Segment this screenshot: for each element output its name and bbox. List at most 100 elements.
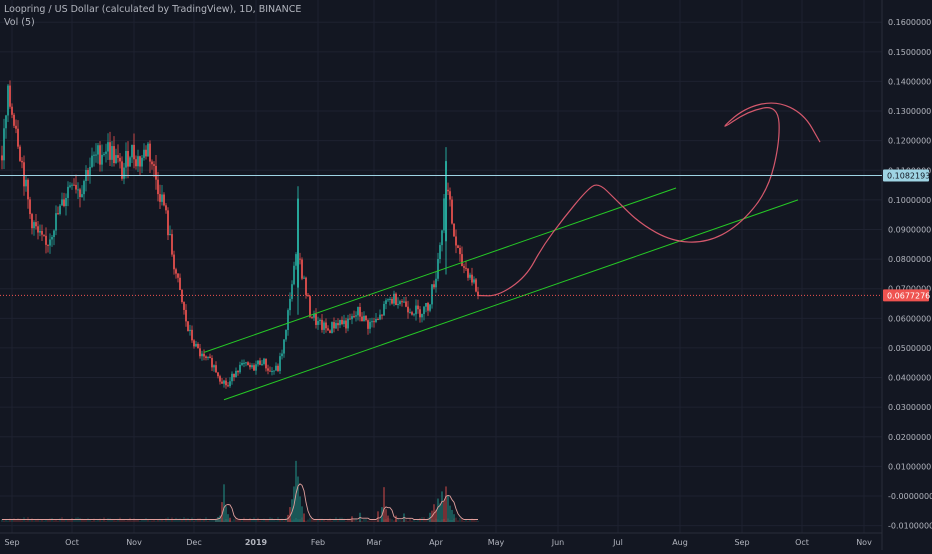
candle-body (147, 143, 149, 157)
y-tick-label: 0.0100000 (888, 462, 931, 471)
volume-bar (81, 518, 83, 522)
candle-body (47, 244, 49, 246)
candle-body (323, 322, 325, 330)
candle-body (161, 194, 163, 202)
candle-body (301, 259, 303, 279)
y-tick-label: 0.0300000 (888, 403, 931, 412)
candle-body (219, 376, 221, 382)
y-tick-label: 0.1300000 (888, 107, 931, 116)
candle-body (449, 191, 451, 200)
volume-bar (65, 519, 67, 522)
candle-body (425, 302, 427, 307)
volume-bar (185, 518, 187, 522)
candle-body (349, 318, 351, 320)
volume-bar (367, 520, 369, 522)
candle-body (457, 245, 459, 248)
candle-body (417, 305, 419, 310)
volume-bar (345, 520, 347, 522)
volume-bar (101, 520, 103, 522)
volume-bar (177, 518, 179, 522)
candle-body (1, 155, 3, 161)
x-tick-label: May (488, 538, 505, 547)
candle-body (325, 322, 327, 329)
candle-body (197, 343, 199, 349)
candle-body (137, 156, 139, 167)
candle-body (465, 267, 467, 269)
candle-body (293, 265, 295, 285)
volume-bar (25, 520, 27, 522)
volume-indicator-label[interactable]: Vol (5) (4, 17, 35, 28)
volume-bar (99, 518, 101, 522)
volume-bar (455, 517, 457, 522)
volume-bar (289, 507, 291, 522)
candle-body (143, 149, 145, 158)
candle-body (139, 156, 141, 167)
x-tick-label: 2019 (245, 538, 268, 547)
volume-bar (1, 519, 3, 522)
candle-body (39, 231, 41, 233)
volume-bar (83, 519, 85, 522)
price-label-box (883, 169, 929, 182)
y-tick-label: 0.1600000 (888, 18, 931, 27)
candle-body (469, 274, 471, 278)
candle-body (173, 254, 175, 270)
volume-bar (231, 520, 233, 522)
candle-body (115, 155, 117, 164)
volume-bar (419, 517, 421, 522)
y-tick-label: 0.1500000 (888, 48, 931, 57)
candle-body (69, 185, 71, 187)
volume-bar (311, 518, 313, 522)
volume-bar (71, 518, 73, 522)
candle-body (157, 179, 159, 195)
x-tick-label: Aug (672, 538, 688, 547)
volume-bar (385, 509, 387, 522)
volume-bar (197, 518, 199, 522)
volume-bar (141, 519, 143, 522)
volume-bar (127, 520, 129, 522)
volume-bar (45, 519, 47, 522)
candle-body (335, 323, 337, 329)
candle-body (73, 184, 75, 186)
x-tick-label: Mar (366, 538, 382, 547)
candle-body (259, 360, 261, 365)
candle-body (257, 360, 259, 365)
volume-bar (63, 519, 65, 522)
candle-body (291, 284, 293, 299)
candle-body (109, 142, 111, 160)
x-tick-label: Nov (856, 538, 872, 547)
volume-bar (447, 494, 449, 522)
volume-bar (97, 519, 99, 522)
candle-body (77, 189, 79, 191)
candle-body (103, 153, 105, 155)
candle-body (387, 299, 389, 301)
candle-body (233, 373, 235, 378)
volume-bar (43, 520, 45, 522)
candle-body (5, 115, 7, 129)
candle-body (177, 273, 179, 278)
candle-body (455, 236, 457, 246)
candle-body (313, 313, 315, 318)
candle-body (79, 189, 81, 198)
volume-bar (95, 520, 97, 522)
candles (1, 80, 479, 389)
candle-body (303, 277, 305, 279)
volume-bar (333, 519, 335, 522)
candle-body (237, 370, 239, 373)
volume-bar (85, 520, 87, 522)
volume-bar (151, 520, 153, 522)
volume-bar (395, 515, 397, 522)
candle-body (43, 234, 45, 236)
candle-body (231, 373, 233, 382)
candle-body (155, 165, 157, 180)
candle-body (27, 179, 29, 200)
volume-bar (387, 515, 389, 522)
candle-body (175, 269, 177, 274)
candle-body (267, 368, 269, 371)
candle-body (113, 146, 115, 164)
y-tick-label: 0.1200000 (888, 137, 931, 146)
candle-body (211, 357, 213, 368)
candle-body (215, 365, 217, 373)
volume-bar (313, 519, 315, 522)
